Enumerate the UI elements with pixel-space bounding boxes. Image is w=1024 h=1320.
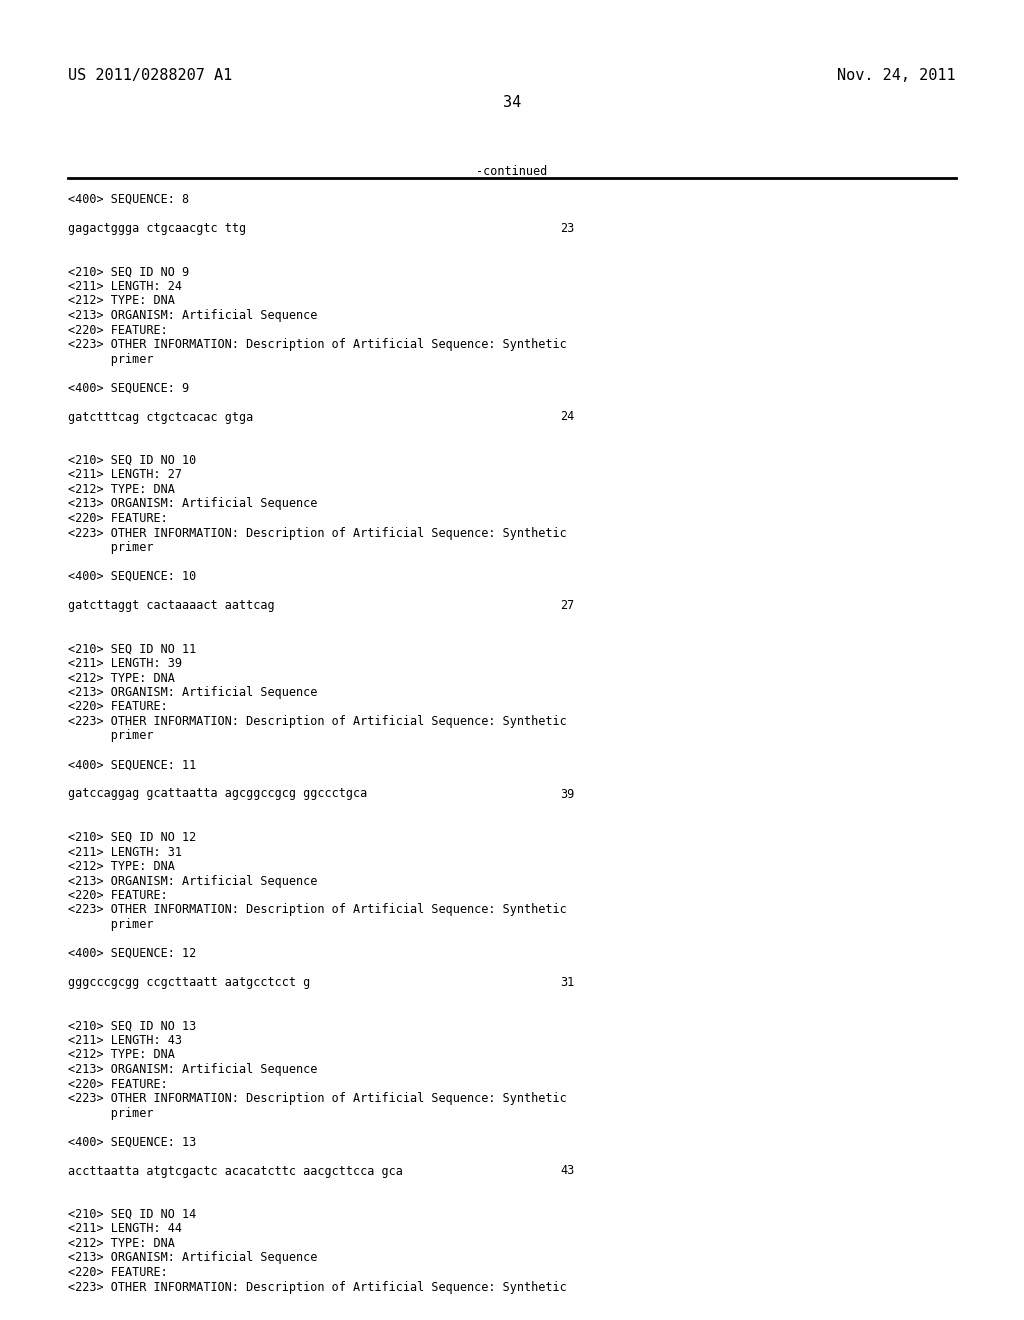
Text: <211> LENGTH: 27: <211> LENGTH: 27 <box>68 469 182 482</box>
Text: <213> ORGANISM: Artificial Sequence: <213> ORGANISM: Artificial Sequence <box>68 1251 317 1265</box>
Text: <220> FEATURE:: <220> FEATURE: <box>68 323 168 337</box>
Text: US 2011/0288207 A1: US 2011/0288207 A1 <box>68 69 232 83</box>
Text: <400> SEQUENCE: 11: <400> SEQUENCE: 11 <box>68 759 197 771</box>
Text: <212> TYPE: DNA: <212> TYPE: DNA <box>68 672 175 685</box>
Text: <212> TYPE: DNA: <212> TYPE: DNA <box>68 1048 175 1061</box>
Text: <211> LENGTH: 24: <211> LENGTH: 24 <box>68 280 182 293</box>
Text: <211> LENGTH: 44: <211> LENGTH: 44 <box>68 1222 182 1236</box>
Text: 39: 39 <box>560 788 574 800</box>
Text: <213> ORGANISM: Artificial Sequence: <213> ORGANISM: Artificial Sequence <box>68 1063 317 1076</box>
Text: <213> ORGANISM: Artificial Sequence: <213> ORGANISM: Artificial Sequence <box>68 874 317 887</box>
Text: gatccaggag gcattaatta agcggccgcg ggccctgca: gatccaggag gcattaatta agcggccgcg ggccctg… <box>68 788 368 800</box>
Text: primer: primer <box>68 1106 154 1119</box>
Text: primer: primer <box>68 541 154 554</box>
Text: 43: 43 <box>560 1164 574 1177</box>
Text: <220> FEATURE:: <220> FEATURE: <box>68 888 168 902</box>
Text: <212> TYPE: DNA: <212> TYPE: DNA <box>68 294 175 308</box>
Text: <213> ORGANISM: Artificial Sequence: <213> ORGANISM: Artificial Sequence <box>68 309 317 322</box>
Text: gatcttaggt cactaaaact aattcag: gatcttaggt cactaaaact aattcag <box>68 599 274 612</box>
Text: <400> SEQUENCE: 8: <400> SEQUENCE: 8 <box>68 193 189 206</box>
Text: <400> SEQUENCE: 9: <400> SEQUENCE: 9 <box>68 381 189 395</box>
Text: <211> LENGTH: 31: <211> LENGTH: 31 <box>68 846 182 858</box>
Text: primer: primer <box>68 730 154 742</box>
Text: <210> SEQ ID NO 14: <210> SEQ ID NO 14 <box>68 1208 197 1221</box>
Text: Nov. 24, 2011: Nov. 24, 2011 <box>838 69 956 83</box>
Text: <223> OTHER INFORMATION: Description of Artificial Sequence: Synthetic: <223> OTHER INFORMATION: Description of … <box>68 903 566 916</box>
Text: gatctttcag ctgctcacac gtga: gatctttcag ctgctcacac gtga <box>68 411 253 424</box>
Text: <220> FEATURE:: <220> FEATURE: <box>68 701 168 714</box>
Text: 34: 34 <box>503 95 521 110</box>
Text: <220> FEATURE:: <220> FEATURE: <box>68 1077 168 1090</box>
Text: primer: primer <box>68 352 154 366</box>
Text: <220> FEATURE:: <220> FEATURE: <box>68 512 168 525</box>
Text: <400> SEQUENCE: 12: <400> SEQUENCE: 12 <box>68 946 197 960</box>
Text: <400> SEQUENCE: 10: <400> SEQUENCE: 10 <box>68 570 197 583</box>
Text: <210> SEQ ID NO 10: <210> SEQ ID NO 10 <box>68 454 197 467</box>
Text: <223> OTHER INFORMATION: Description of Artificial Sequence: Synthetic: <223> OTHER INFORMATION: Description of … <box>68 715 566 729</box>
Text: <210> SEQ ID NO 11: <210> SEQ ID NO 11 <box>68 643 197 656</box>
Text: <223> OTHER INFORMATION: Description of Artificial Sequence: Synthetic: <223> OTHER INFORMATION: Description of … <box>68 1280 566 1294</box>
Text: 24: 24 <box>560 411 574 424</box>
Text: accttaatta atgtcgactc acacatcttc aacgcttcca gca: accttaatta atgtcgactc acacatcttc aacgctt… <box>68 1164 402 1177</box>
Text: -continued: -continued <box>476 165 548 178</box>
Text: <212> TYPE: DNA: <212> TYPE: DNA <box>68 861 175 873</box>
Text: <210> SEQ ID NO 13: <210> SEQ ID NO 13 <box>68 1019 197 1032</box>
Text: <400> SEQUENCE: 13: <400> SEQUENCE: 13 <box>68 1135 197 1148</box>
Text: <212> TYPE: DNA: <212> TYPE: DNA <box>68 1237 175 1250</box>
Text: gagactggga ctgcaacgtc ttg: gagactggga ctgcaacgtc ttg <box>68 222 246 235</box>
Text: <220> FEATURE:: <220> FEATURE: <box>68 1266 168 1279</box>
Text: <210> SEQ ID NO 9: <210> SEQ ID NO 9 <box>68 265 189 279</box>
Text: 23: 23 <box>560 222 574 235</box>
Text: <223> OTHER INFORMATION: Description of Artificial Sequence: Synthetic: <223> OTHER INFORMATION: Description of … <box>68 338 566 351</box>
Text: <213> ORGANISM: Artificial Sequence: <213> ORGANISM: Artificial Sequence <box>68 686 317 700</box>
Text: <223> OTHER INFORMATION: Description of Artificial Sequence: Synthetic: <223> OTHER INFORMATION: Description of … <box>68 527 566 540</box>
Text: 27: 27 <box>560 599 574 612</box>
Text: <210> SEQ ID NO 12: <210> SEQ ID NO 12 <box>68 832 197 843</box>
Text: <212> TYPE: DNA: <212> TYPE: DNA <box>68 483 175 496</box>
Text: <211> LENGTH: 43: <211> LENGTH: 43 <box>68 1034 182 1047</box>
Text: <211> LENGTH: 39: <211> LENGTH: 39 <box>68 657 182 671</box>
Text: <223> OTHER INFORMATION: Description of Artificial Sequence: Synthetic: <223> OTHER INFORMATION: Description of … <box>68 1092 566 1105</box>
Text: primer: primer <box>68 917 154 931</box>
Text: <213> ORGANISM: Artificial Sequence: <213> ORGANISM: Artificial Sequence <box>68 498 317 511</box>
Text: 31: 31 <box>560 975 574 989</box>
Text: gggcccgcgg ccgcttaatt aatgcctcct g: gggcccgcgg ccgcttaatt aatgcctcct g <box>68 975 310 989</box>
